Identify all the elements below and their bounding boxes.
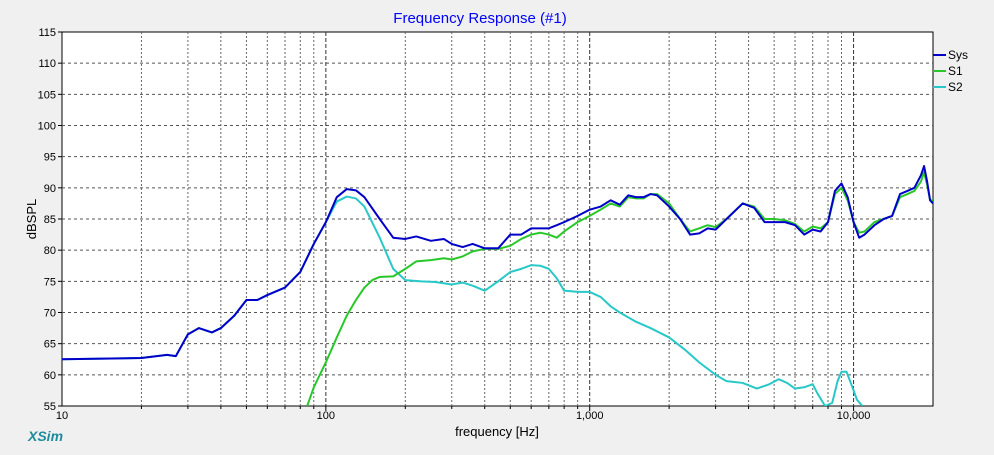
chart-title: Frequency Response (#1) (393, 10, 566, 27)
y-tick-label: 65 (44, 339, 56, 351)
y-tick-label: 110 (38, 58, 56, 70)
y-tick-label: 95 (44, 152, 56, 164)
xsim-logo: XSim (27, 428, 63, 444)
y-tick-label: 100 (38, 121, 56, 133)
series-line-sys (62, 165, 933, 361)
x-tick-label: 10 (56, 410, 68, 422)
y-axis-label: dBSPL (24, 199, 39, 239)
axes: 55 60 65 70 75 80 85 90 95 100 105 110 115 10 100 1,000… (38, 27, 871, 422)
y-tick-label: 105 (38, 89, 56, 101)
y-tick-label: 60 (44, 370, 56, 382)
legend-label-s2: S2 (948, 80, 963, 94)
y-tick-label: 55 (44, 401, 56, 413)
y-tick-label: 80 (44, 245, 56, 257)
x-tick-label: 1,000 (576, 410, 604, 422)
y-tick-label: 85 (44, 214, 56, 226)
x-axis-label: frequency [Hz] (455, 424, 539, 439)
legend-label-s1: S1 (948, 64, 963, 78)
legend: Sys S1 S2 (933, 48, 968, 94)
y-tick-label: 90 (44, 183, 56, 195)
y-tick-label: 115 (38, 27, 56, 39)
y-tick-label: 70 (44, 308, 56, 320)
legend-label-sys: Sys (948, 48, 968, 62)
x-tick-label: 100 (317, 410, 335, 422)
x-tick-label: 10,000 (837, 410, 871, 422)
series-lines (62, 165, 933, 406)
y-tick-label: 75 (44, 276, 56, 288)
